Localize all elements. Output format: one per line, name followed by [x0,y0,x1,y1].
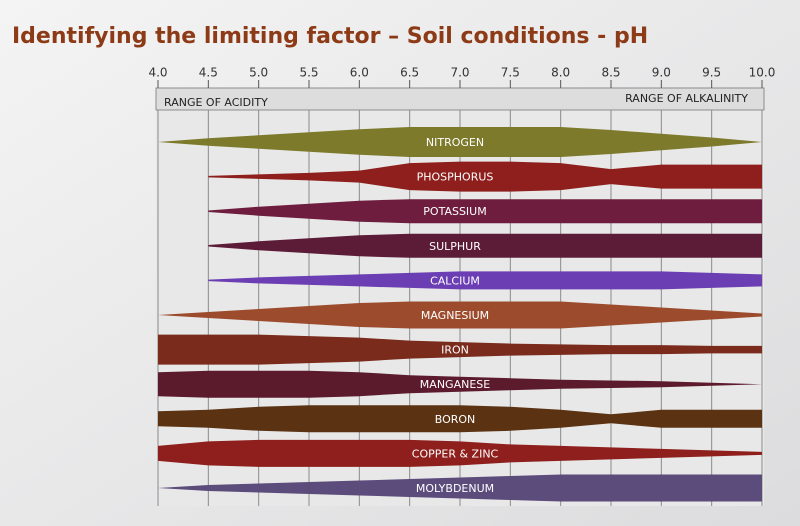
band-label: MOLYBDENUM [416,482,494,495]
nutrient-band [208,199,763,224]
x-tick-label: 4.5 [199,66,218,80]
x-tick-label: 6.5 [400,66,419,80]
acidity-label: RANGE OF ACIDITY [164,96,268,109]
nutrient-band [158,439,762,467]
nutrient-band [208,161,763,192]
x-tick-label: 4.0 [148,66,167,80]
band-label: MAGNESIUM [421,309,489,322]
x-tick-label: 6.0 [350,66,369,80]
band-label: IRON [441,344,469,357]
nutrient-band [208,233,763,258]
band-label: NITROGEN [426,136,484,149]
chart-title: Identifying the limiting factor – Soil c… [12,24,648,49]
band-label: MANGANESE [420,378,490,391]
nutrient-band [158,370,762,398]
x-tick-label: 7.0 [450,66,469,80]
alkalinity-label: RANGE OF ALKALINITY [625,92,748,105]
nutrient-band [158,334,762,365]
x-tick-label: 8.5 [601,66,620,80]
band-label: POTASSIUM [423,205,486,218]
x-tick-label: 5.5 [299,66,318,80]
band-label: COPPER & ZINC [412,447,499,460]
band-label: SULPHUR [429,240,481,253]
band-label: BORON [435,413,476,426]
x-tick-label: 9.0 [652,66,671,80]
x-tick-label: 10.0 [749,66,776,80]
x-tick-label: 7.5 [501,66,520,80]
x-tick-label: 9.5 [702,66,721,80]
nutrient-band [158,301,762,329]
x-tick-label: 8.0 [551,66,570,80]
band-label: CALCIUM [430,274,480,287]
nutrient-band [208,271,763,290]
nutrient-band [158,405,762,433]
x-tick-label: 5.0 [249,66,268,80]
nutrient-band [158,474,762,502]
band-label: PHOSPHORUS [417,171,494,184]
nutrient-band [158,127,762,157]
